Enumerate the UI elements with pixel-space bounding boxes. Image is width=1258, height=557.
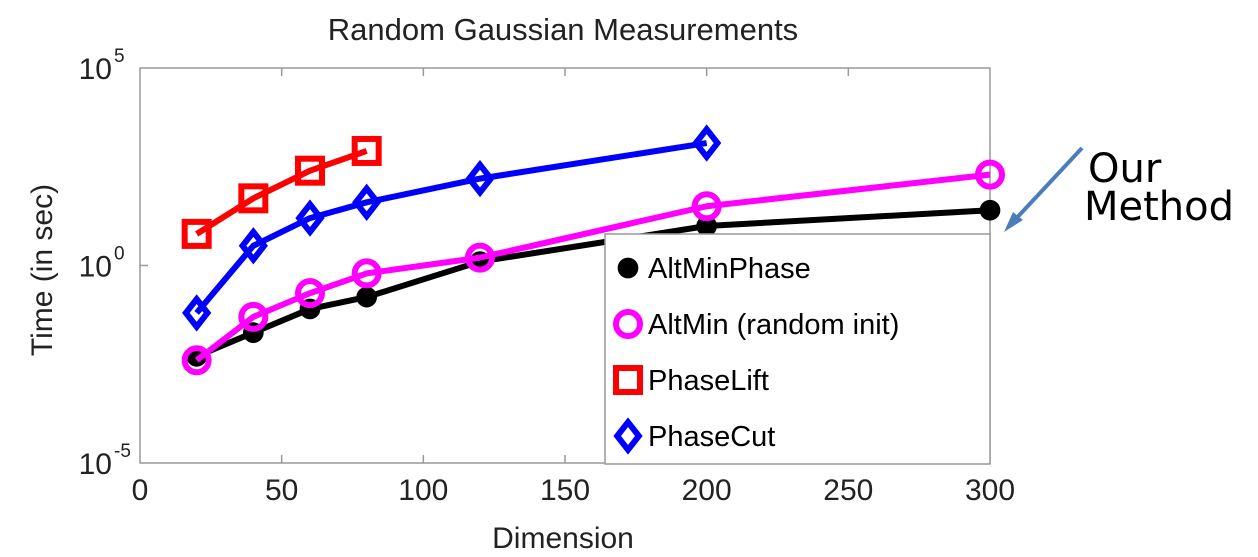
data-point bbox=[692, 124, 722, 162]
legend-label: PhaseCut bbox=[648, 421, 775, 453]
x-tick-label: 100 bbox=[398, 474, 448, 507]
series-phaselift bbox=[181, 135, 382, 249]
chart-title: Random Gaussian Measurements bbox=[328, 12, 798, 47]
data-point bbox=[352, 183, 382, 221]
annotation-arrow bbox=[1009, 146, 1084, 226]
legend-marker bbox=[613, 417, 643, 455]
x-axis: 0 50 100 150 200 250 300 bbox=[132, 68, 1015, 507]
y-tick-exponent: 0 bbox=[114, 244, 125, 265]
data-point bbox=[238, 227, 268, 265]
data-point bbox=[181, 218, 212, 249]
y-tick-exponent: 5 bbox=[114, 46, 125, 67]
legend-item: PhaseCut bbox=[613, 417, 775, 455]
legend-label: AltMin (random init) bbox=[648, 309, 899, 341]
x-tick-label: 150 bbox=[540, 474, 590, 507]
legend-item: PhaseLift bbox=[613, 365, 769, 397]
data-point bbox=[295, 199, 325, 237]
series-altmin-random-init bbox=[181, 159, 1005, 376]
annotation-arrowhead bbox=[1004, 212, 1023, 232]
data-point bbox=[465, 159, 495, 198]
x-axis-label: Dimension bbox=[492, 522, 634, 555]
data-point bbox=[351, 135, 382, 166]
legend: AltMinPhase AltMin (random init) PhaseLift… bbox=[604, 233, 991, 465]
data-point bbox=[238, 183, 269, 214]
legend-item: AltMin (random init) bbox=[613, 309, 899, 341]
data-point bbox=[295, 278, 325, 309]
data-point bbox=[979, 199, 1001, 221]
series-line bbox=[194, 171, 991, 363]
data-point bbox=[975, 159, 1005, 190]
x-tick-label: 200 bbox=[682, 474, 732, 507]
legend-box bbox=[604, 233, 991, 465]
legend-label: AltMinPhase bbox=[648, 253, 811, 285]
y-tick-exponent: -5 bbox=[114, 441, 131, 462]
legend-label: PhaseLift bbox=[648, 365, 769, 397]
y-axis-label: Time (in sec) bbox=[26, 184, 59, 356]
legend-marker bbox=[613, 365, 643, 395]
legend-marker bbox=[617, 257, 639, 279]
series-line bbox=[195, 148, 368, 237]
annotation: Our Method bbox=[1004, 146, 1234, 232]
data-point bbox=[295, 155, 325, 186]
data-point bbox=[691, 191, 722, 222]
series-line bbox=[194, 140, 708, 315]
series-phasecut bbox=[182, 124, 722, 332]
y-tick-label: 10 bbox=[79, 448, 112, 481]
x-tick-label: 300 bbox=[965, 474, 1015, 507]
legend-item: AltMinPhase bbox=[617, 253, 811, 285]
data-point bbox=[356, 286, 378, 308]
annotation-line-2: Method bbox=[1084, 184, 1234, 230]
data-point bbox=[351, 258, 382, 289]
data-point bbox=[182, 294, 212, 332]
legend-marker bbox=[613, 309, 643, 339]
data-point bbox=[238, 301, 269, 332]
data-point bbox=[465, 242, 495, 273]
annotation-line-1: Our bbox=[1088, 146, 1162, 192]
series-layer bbox=[181, 124, 1005, 376]
data-point bbox=[181, 345, 212, 376]
x-tick-label: 250 bbox=[823, 474, 873, 507]
x-tick-label: 0 bbox=[132, 474, 149, 507]
x-tick-label: 50 bbox=[265, 474, 298, 507]
y-tick-label: 10 bbox=[79, 251, 112, 284]
y-tick-label: 10 bbox=[79, 53, 112, 86]
